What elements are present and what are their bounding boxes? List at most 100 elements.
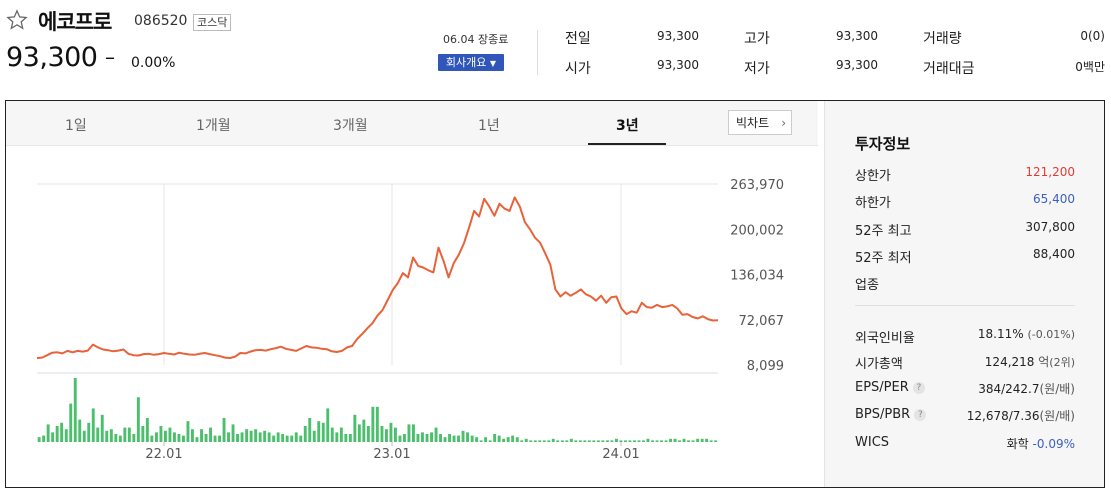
bps-pbr-value: 12,678/7.36(원/배)	[935, 407, 1075, 424]
chevron-right-icon: ›	[781, 116, 786, 130]
period-tabs: 1일 1개월 3개월 1년 3년	[6, 101, 818, 146]
volume-bar	[222, 418, 226, 442]
volume-bar	[339, 427, 343, 442]
help-icon[interactable]: ?	[914, 408, 927, 421]
volume-bar	[421, 432, 424, 442]
quote-value-prev: 93,300	[657, 29, 699, 43]
market-cap-value: 124,218 억(2위)	[935, 353, 1075, 370]
help-icon[interactable]: ?	[912, 381, 925, 394]
upper-limit-label: 상한가	[855, 169, 891, 184]
low-52w-label: 52주 최저	[855, 251, 912, 266]
volume-bar	[524, 438, 528, 442]
volume-bar	[204, 434, 208, 442]
quote-value-open: 93,300	[657, 58, 699, 72]
volume-bar	[592, 440, 596, 442]
volume-bar	[380, 426, 384, 442]
volume-bar	[182, 435, 185, 442]
y-tick-label: 72,067	[739, 314, 785, 329]
investment-info-title: 투자정보	[855, 135, 911, 153]
volume-bar	[637, 440, 641, 442]
volume-bar	[502, 438, 506, 442]
volume-bar	[457, 435, 460, 442]
volume-bar	[258, 432, 262, 442]
investment-info-panel	[825, 101, 1104, 487]
volume-bar	[195, 437, 199, 442]
price-chart: 263,970 200,002 136,034 72,067 8,099 22.01 23.…	[36, 178, 785, 462]
volume-bar	[606, 440, 609, 442]
volume-bar	[118, 435, 122, 442]
market-status: 06.04 장종료	[443, 33, 509, 46]
volume-bar	[326, 408, 330, 442]
bps-pbr-row-label: BPS/PBR ?	[855, 407, 927, 422]
volume-bar	[150, 435, 154, 442]
quote-label-high: 고가	[744, 31, 770, 47]
volume-bar	[416, 434, 420, 442]
volume-bar	[425, 434, 429, 442]
volume-bar	[371, 406, 375, 442]
volume-bar	[700, 438, 704, 442]
volume-bar	[186, 421, 190, 442]
company-overview-label: 회사개요	[445, 56, 487, 69]
favorite-star-icon[interactable]	[6, 9, 28, 31]
volume-bar	[660, 440, 663, 442]
volume-bar	[624, 440, 627, 442]
tab-1month[interactable]: 1개월	[196, 118, 231, 134]
volume-bar	[520, 440, 524, 442]
volume-bar	[330, 427, 334, 442]
eps-per-number: 384/242.7	[978, 382, 1040, 396]
volume-bar	[542, 440, 546, 442]
volume-bar	[348, 434, 352, 442]
low-52w-value: 88,400	[1033, 247, 1075, 261]
foreign-ratio-value: 18.11% (-0.01%)	[935, 327, 1075, 341]
volume-bar	[78, 419, 82, 442]
stock-name: 에코프로	[38, 10, 112, 34]
company-overview-button[interactable]: 회사개요 ▼	[438, 54, 504, 71]
y-tick-label: 200,002	[730, 223, 784, 238]
volume-bar	[168, 427, 172, 442]
volume-bar	[87, 422, 91, 442]
volume-bar	[109, 429, 113, 442]
volume-bar	[312, 430, 316, 442]
volume-bar	[493, 434, 497, 442]
volume-bar	[37, 437, 41, 442]
volume-bar	[664, 440, 668, 442]
volume-bar	[64, 429, 68, 442]
current-price: 93,300	[6, 42, 98, 73]
tab-3month[interactable]: 3개월	[333, 118, 368, 134]
volume-bar	[403, 434, 406, 442]
volume-bar	[173, 432, 176, 442]
volume-bar	[209, 427, 212, 442]
volume-bar	[696, 438, 700, 442]
bps-pbr-number: 12,678/7.36	[966, 409, 1040, 423]
volume-bar	[303, 426, 307, 442]
wics-industry[interactable]: 화학	[1006, 437, 1029, 451]
volume-bar	[177, 434, 181, 442]
volume-bar	[655, 440, 659, 442]
volume-bar	[69, 403, 73, 442]
foreign-ratio-change: (-0.01%)	[1027, 328, 1076, 341]
volume-bar	[574, 440, 578, 442]
volume-bar	[145, 418, 149, 442]
caret-down-icon: ▼	[489, 59, 497, 68]
tab-1day[interactable]: 1일	[65, 118, 87, 134]
volume-bar	[191, 429, 194, 442]
volume-bar	[488, 440, 492, 442]
big-chart-button[interactable]: 빅차트 ›	[728, 110, 792, 135]
volume-bar	[344, 434, 348, 442]
volume-bar	[610, 440, 614, 442]
volume-bar	[484, 437, 488, 442]
volume-bar	[560, 440, 564, 442]
volume-bar	[633, 440, 636, 442]
tab-1year[interactable]: 1년	[478, 118, 500, 134]
eps-per-row-label: EPS/PER ?	[855, 380, 925, 395]
foreign-ratio-label: 외국인비율	[855, 331, 915, 346]
side-divider	[824, 101, 825, 487]
volume-bar	[91, 408, 95, 442]
volume-bar	[321, 422, 325, 442]
tab-3year[interactable]: 3년	[616, 118, 639, 134]
volume-bar	[385, 429, 388, 442]
volume-bar	[705, 438, 709, 442]
change-percent: 0.00%	[131, 55, 176, 71]
volume-bar	[132, 434, 136, 442]
volume-bar	[682, 438, 686, 442]
